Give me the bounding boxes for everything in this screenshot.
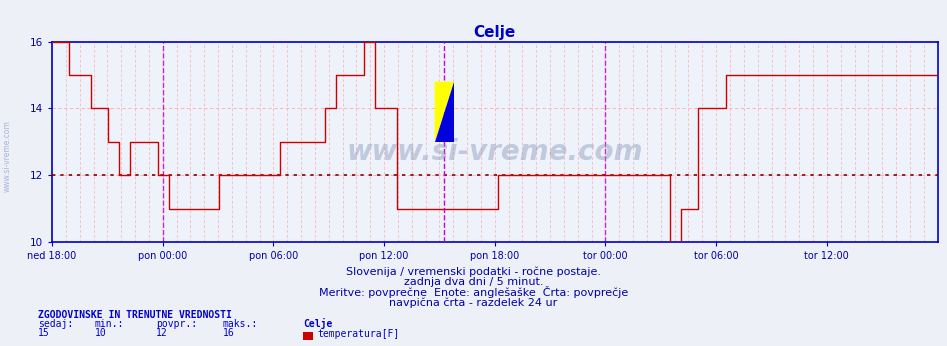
Text: ZGODOVINSKE IN TRENUTNE VREDNOSTI: ZGODOVINSKE IN TRENUTNE VREDNOSTI <box>38 310 232 320</box>
Text: Slovenija / vremenski podatki - ročne postaje.: Slovenija / vremenski podatki - ročne po… <box>346 266 601 277</box>
Text: 12: 12 <box>156 328 168 338</box>
Text: 10: 10 <box>95 328 106 338</box>
Text: www.si-vreme.com: www.si-vreme.com <box>3 120 12 192</box>
Polygon shape <box>435 82 454 142</box>
Text: 16: 16 <box>223 328 234 338</box>
Text: povpr.:: povpr.: <box>156 319 197 329</box>
Text: www.si-vreme.com: www.si-vreme.com <box>347 138 643 166</box>
Polygon shape <box>435 82 454 142</box>
Text: Celje: Celje <box>303 318 332 329</box>
Text: sedaj:: sedaj: <box>38 319 73 329</box>
Text: navpična črta - razdelek 24 ur: navpična črta - razdelek 24 ur <box>389 298 558 308</box>
Title: Celje: Celje <box>474 25 516 40</box>
Text: maks.:: maks.: <box>223 319 258 329</box>
Text: 15: 15 <box>38 328 49 338</box>
Text: min.:: min.: <box>95 319 124 329</box>
Text: Meritve: povprečne  Enote: anglešaške  Črta: povprečje: Meritve: povprečne Enote: anglešaške Črt… <box>319 286 628 298</box>
Text: temperatura[F]: temperatura[F] <box>317 329 400 339</box>
Text: zadnja dva dni / 5 minut.: zadnja dva dni / 5 minut. <box>403 277 544 288</box>
